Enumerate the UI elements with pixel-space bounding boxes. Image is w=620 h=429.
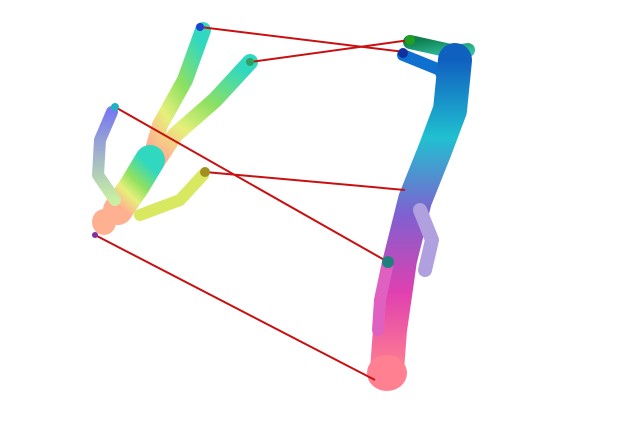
right-mesh <box>367 35 475 391</box>
correspondence-lines <box>94 26 411 381</box>
keypoints <box>92 23 415 268</box>
left-mesh <box>92 22 258 235</box>
